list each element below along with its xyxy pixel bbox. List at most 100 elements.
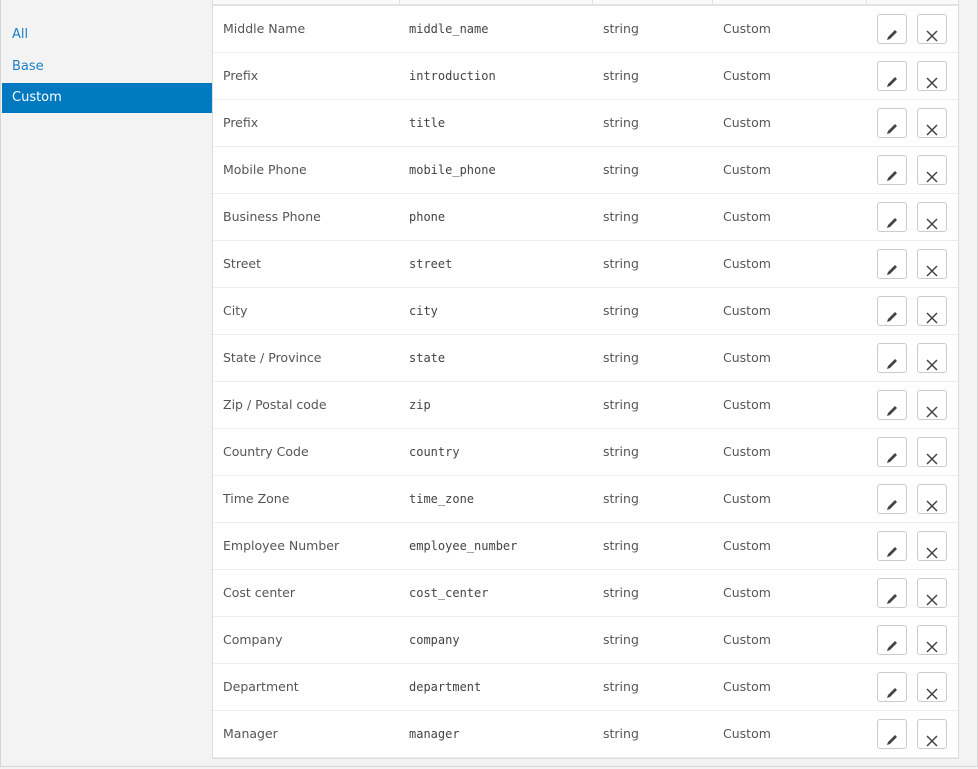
- pencil-icon: [885, 15, 899, 61]
- delete-button[interactable]: [917, 249, 947, 279]
- field-type: string: [603, 68, 639, 83]
- edit-button[interactable]: [877, 61, 907, 91]
- field-label: Employee Number: [223, 538, 340, 553]
- edit-button[interactable]: [877, 484, 907, 514]
- delete-button[interactable]: [917, 343, 947, 373]
- close-icon: [926, 626, 938, 672]
- field-type: string: [603, 726, 639, 741]
- pencil-icon: [885, 250, 899, 296]
- close-icon: [926, 15, 938, 61]
- delete-button[interactable]: [917, 14, 947, 44]
- field-label: Cost center: [223, 585, 295, 600]
- table-row: Country Code country string Custom: [213, 429, 958, 476]
- delete-button[interactable]: [917, 390, 947, 420]
- field-source: Custom: [723, 256, 771, 271]
- field-source: Custom: [723, 632, 771, 647]
- edit-button[interactable]: [877, 719, 907, 749]
- edit-button[interactable]: [877, 296, 907, 326]
- edit-button[interactable]: [877, 202, 907, 232]
- field-key: middle_name: [409, 22, 489, 36]
- fields-table: Middle Name middle_name string Custom Prefix…: [212, 0, 959, 759]
- field-label: Mobile Phone: [223, 162, 307, 177]
- sidebar-item-custom[interactable]: Custom: [2, 83, 212, 113]
- table-row: Street street string Custom: [213, 241, 958, 288]
- close-icon: [926, 109, 938, 155]
- field-type: string: [603, 21, 639, 36]
- field-label: Zip / Postal code: [223, 397, 327, 412]
- field-key: phone: [409, 210, 446, 224]
- table-row: Business Phone phone string Custom: [213, 194, 958, 241]
- close-icon: [926, 579, 938, 625]
- pencil-icon: [885, 344, 899, 390]
- close-icon: [926, 250, 938, 296]
- delete-button[interactable]: [917, 719, 947, 749]
- field-source: Custom: [723, 444, 771, 459]
- sidebar-item-all[interactable]: All: [12, 27, 29, 42]
- field-type: string: [603, 162, 639, 177]
- field-key: department: [409, 680, 482, 694]
- edit-button[interactable]: [877, 625, 907, 655]
- field-type: string: [603, 209, 639, 224]
- sidebar-item-base[interactable]: Base: [12, 59, 44, 74]
- close-icon: [926, 438, 938, 484]
- pencil-icon: [885, 156, 899, 202]
- edit-button[interactable]: [877, 390, 907, 420]
- field-key: cost_center: [409, 586, 489, 600]
- field-source: Custom: [723, 303, 771, 318]
- table-row: City city string Custom: [213, 288, 958, 335]
- edit-button[interactable]: [877, 578, 907, 608]
- delete-button[interactable]: [917, 484, 947, 514]
- delete-button[interactable]: [917, 531, 947, 561]
- edit-button[interactable]: [877, 437, 907, 467]
- edit-button[interactable]: [877, 672, 907, 702]
- delete-button[interactable]: [917, 61, 947, 91]
- pencil-icon: [885, 62, 899, 108]
- field-key: mobile_phone: [409, 163, 496, 177]
- field-source: Custom: [723, 585, 771, 600]
- field-source: Custom: [723, 21, 771, 36]
- field-key: title: [409, 116, 446, 130]
- table-row: Prefix introduction string Custom: [213, 53, 958, 100]
- delete-button[interactable]: [917, 437, 947, 467]
- field-key: city: [409, 304, 438, 318]
- edit-button[interactable]: [877, 14, 907, 44]
- delete-button[interactable]: [917, 108, 947, 138]
- field-type: string: [603, 397, 639, 412]
- edit-button[interactable]: [877, 343, 907, 373]
- close-icon: [926, 62, 938, 108]
- delete-button[interactable]: [917, 578, 947, 608]
- field-type: string: [603, 632, 639, 647]
- field-type: string: [603, 538, 639, 553]
- field-type: string: [603, 256, 639, 271]
- field-source: Custom: [723, 350, 771, 365]
- edit-button[interactable]: [877, 249, 907, 279]
- delete-button[interactable]: [917, 672, 947, 702]
- field-source: Custom: [723, 726, 771, 741]
- field-source: Custom: [723, 538, 771, 553]
- table-row: Employee Number employee_number string Cust…: [213, 523, 958, 570]
- field-source: Custom: [723, 209, 771, 224]
- edit-button[interactable]: [877, 108, 907, 138]
- pencil-icon: [885, 626, 899, 672]
- field-label: State / Province: [223, 350, 322, 365]
- field-source: Custom: [723, 115, 771, 130]
- delete-button[interactable]: [917, 155, 947, 185]
- close-icon: [926, 203, 938, 249]
- delete-button[interactable]: [917, 625, 947, 655]
- table-row: Prefix title string Custom: [213, 100, 958, 147]
- field-label: Country Code: [223, 444, 309, 459]
- field-key: zip: [409, 398, 431, 412]
- field-label: Prefix: [223, 68, 259, 83]
- table-header: [213, 0, 958, 6]
- delete-button[interactable]: [917, 296, 947, 326]
- edit-button[interactable]: [877, 531, 907, 561]
- field-type: string: [603, 585, 639, 600]
- delete-button[interactable]: [917, 202, 947, 232]
- header-divider: [399, 0, 400, 6]
- table-row: Mobile Phone mobile_phone string Custom: [213, 147, 958, 194]
- field-label: Prefix: [223, 115, 259, 130]
- pencil-icon: [885, 579, 899, 625]
- close-icon: [926, 344, 938, 390]
- table-row: Cost center cost_center string Custom: [213, 570, 958, 617]
- edit-button[interactable]: [877, 155, 907, 185]
